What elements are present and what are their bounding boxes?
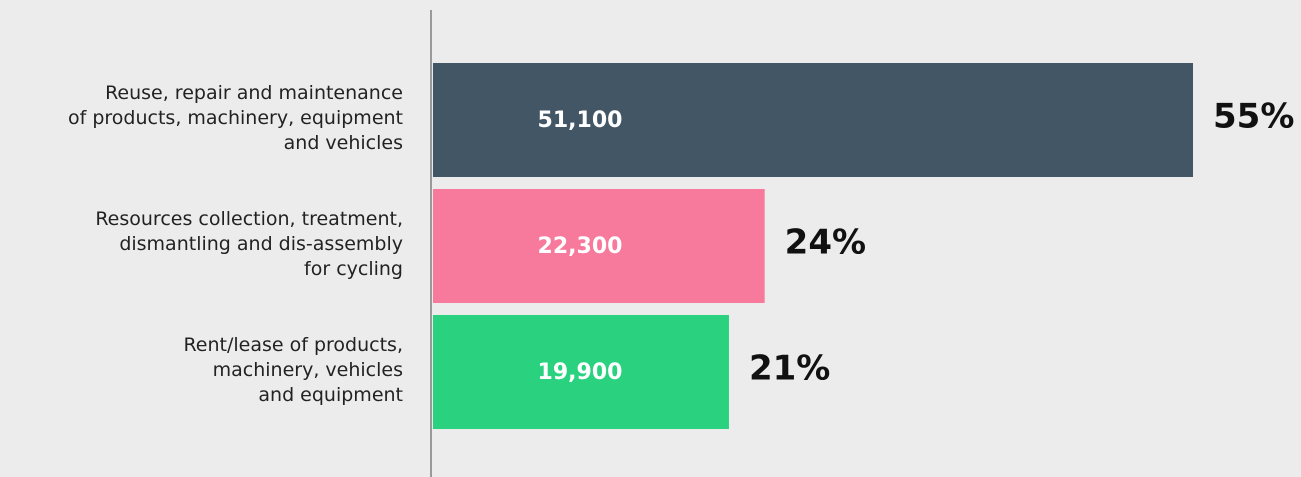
bar <box>433 189 765 303</box>
value-label: 22,300 <box>538 234 623 259</box>
value-label: 19,900 <box>538 360 623 385</box>
category-label: Rent/lease of products, machinery, vehic… <box>183 334 403 406</box>
share-label: 24% <box>785 223 866 263</box>
share-label: 21% <box>749 349 830 389</box>
share-label: 55% <box>1213 97 1294 137</box>
category-label: Resources collection, treatment, dismant… <box>95 208 403 280</box>
bar <box>433 315 729 429</box>
bar <box>433 63 1193 177</box>
value-label: 51,100 <box>538 108 623 133</box>
category-label: Reuse, repair and maintenance of product… <box>67 82 403 154</box>
